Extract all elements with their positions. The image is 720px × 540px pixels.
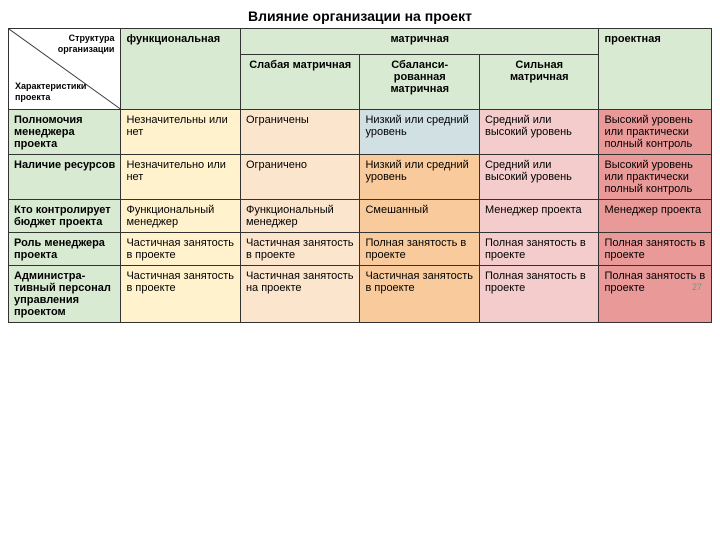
table-cell: Незначительно или нет: [121, 155, 241, 200]
table-cell: Частичная занятость в проекте: [121, 266, 241, 323]
table-cell: Полная занятость в проекте: [360, 233, 480, 266]
row-label: Роль менеджера проекта: [9, 233, 121, 266]
row-label: Наличие ресурсов: [9, 155, 121, 200]
table-cell: Полная занятость в проекте: [599, 233, 712, 266]
table-cell: Высокий уровень или практически полный к…: [599, 155, 712, 200]
page-title: Влияние организации на проект: [8, 8, 712, 24]
table-cell: Полная занятость в проекте27: [599, 266, 712, 323]
table-cell: Менеджер проекта: [479, 200, 599, 233]
col-weak: Слабая матричная: [240, 54, 360, 109]
table-cell: Частичная занятость в проекте: [121, 233, 241, 266]
col-strong: Сильная матричная: [479, 54, 599, 109]
diag-top-label: Структураорганизации: [58, 33, 115, 55]
table-cell: Смешанный: [360, 200, 480, 233]
table-cell: Низкий или средний уровень: [360, 155, 480, 200]
table-cell: Функциональный менеджер: [121, 200, 241, 233]
table-cell: Ограничены: [240, 110, 360, 155]
table-cell: Полная занятость в проекте: [479, 266, 599, 323]
table-cell: Менеджер проекта: [599, 200, 712, 233]
col-balanced: Сбаланси-рованная матричная: [360, 54, 480, 109]
row-label: Администра-тивный персонал управления пр…: [9, 266, 121, 323]
table-cell: Средний или высокий уровень: [479, 155, 599, 200]
org-influence-table: Структураорганизации Характеристикипроек…: [8, 28, 712, 323]
table-cell: Частичная занятость в проекте: [240, 233, 360, 266]
page-number: 27: [692, 282, 702, 292]
table-cell: Частичная занятость в проекте: [360, 266, 480, 323]
table-cell: Высокий уровень или практически полный к…: [599, 110, 712, 155]
table-cell: Функциональный менеджер: [240, 200, 360, 233]
col-matrix: матричная: [240, 29, 599, 55]
table-cell: Ограничено: [240, 155, 360, 200]
table-cell: Незначительны или нет: [121, 110, 241, 155]
diagonal-header: Структураорганизации Характеристикипроек…: [9, 29, 121, 110]
table-cell: Частичная занятость на проекте: [240, 266, 360, 323]
table-cell: Низкий или средний уровень: [360, 110, 480, 155]
col-project: проектная: [599, 29, 712, 110]
table-cell: Полная занятость в проекте: [479, 233, 599, 266]
row-label: Кто контролирует бюджет проекта: [9, 200, 121, 233]
diag-bottom-label: Характеристикипроекта: [15, 81, 86, 103]
row-label: Полномочия менеджера проекта: [9, 110, 121, 155]
table-cell: Средний или высокий уровень: [479, 110, 599, 155]
col-functional: функциональная: [121, 29, 241, 110]
